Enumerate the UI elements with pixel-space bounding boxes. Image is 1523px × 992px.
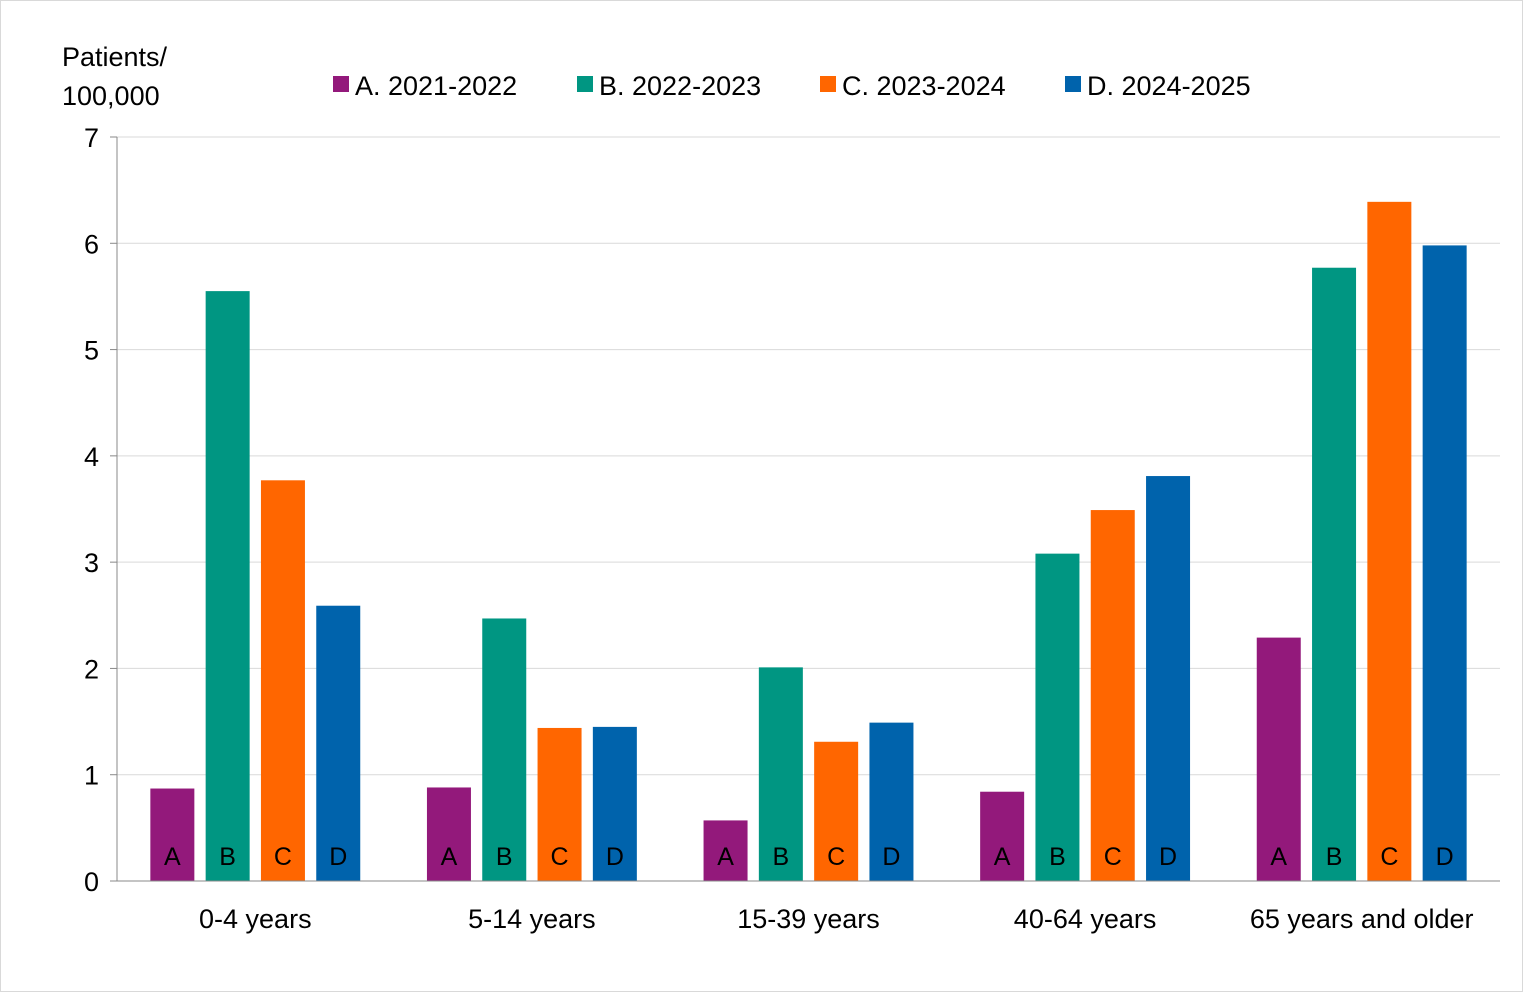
bar-letter-label: C — [274, 843, 292, 871]
bar-letter-label: D — [882, 843, 900, 871]
axes: 0 1 2 3 4 5 6 7 0-4 years 5-14 years 15-39 years 40… — [84, 123, 1500, 934]
bar-letter-label: A — [164, 843, 181, 871]
bar-letter-label: D — [1436, 843, 1454, 871]
bar-d — [592, 726, 637, 881]
bar-c — [1090, 510, 1135, 881]
bar-letter-label: D — [1159, 843, 1177, 871]
legend-swatch-b — [577, 76, 593, 92]
legend-label-a: A. 2021-2022 — [355, 71, 517, 101]
x-category-label: 0-4 years — [199, 904, 312, 934]
bar-c — [1367, 201, 1412, 881]
bar-d — [1146, 476, 1191, 881]
y-tick-label: 3 — [84, 548, 99, 578]
bar-letter-label: A — [994, 843, 1011, 871]
legend-label-d: D. 2024-2025 — [1087, 71, 1251, 101]
bar-a — [426, 787, 471, 881]
legend-swatch-a — [333, 76, 349, 92]
bar-letter-label: C — [827, 843, 845, 871]
bar-letter-label: D — [606, 843, 624, 871]
bar-b — [1312, 267, 1357, 881]
legend-label-c: C. 2023-2024 — [842, 71, 1006, 101]
y-tick-label: 7 — [84, 123, 99, 153]
bar-c — [537, 727, 582, 881]
bar-b — [758, 667, 803, 881]
legend-label-b: B. 2022-2023 — [599, 71, 761, 101]
bar-letter-label: C — [551, 843, 569, 871]
bar-b — [482, 618, 527, 881]
bar-d — [869, 722, 914, 881]
x-category-label: 65 years and older — [1250, 904, 1474, 934]
legend: A. 2021-2022 B. 2022-2023 C. 2023-2024 D. 2… — [333, 71, 1251, 101]
bar-letter-label: B — [496, 843, 513, 871]
y-axis-label-line-1: Patients/ — [62, 42, 168, 72]
bar-letter-label: A — [717, 843, 734, 871]
x-category-label: 15-39 years — [737, 904, 880, 934]
bar-letter-label: B — [773, 843, 790, 871]
bar-d — [1422, 245, 1467, 881]
y-tick-label: 0 — [84, 867, 99, 897]
y-tick-label: 5 — [84, 336, 99, 366]
y-axis-label-line-2: 100,000 — [62, 81, 160, 111]
bar-letter-label: D — [329, 843, 347, 871]
bar-c — [260, 480, 305, 881]
y-tick-label: 2 — [84, 654, 99, 684]
bar-a — [1256, 637, 1301, 881]
bar-letter-label: A — [441, 843, 458, 871]
legend-swatch-c — [820, 76, 836, 92]
bar-letter-label: B — [219, 843, 236, 871]
bar-c — [814, 741, 859, 881]
bar-b — [1035, 553, 1080, 881]
bar-letter-label: A — [1270, 843, 1287, 871]
bar-letter-label: B — [1049, 843, 1066, 871]
bar-letter-label: B — [1326, 843, 1343, 871]
bar-d — [316, 605, 361, 881]
bar-letter-label: C — [1380, 843, 1398, 871]
x-category-label: 5-14 years — [468, 904, 596, 934]
bar-letter-label: C — [1104, 843, 1122, 871]
bar-b — [205, 291, 250, 882]
x-category-label: 40-64 years — [1014, 904, 1157, 934]
legend-swatch-d — [1065, 76, 1081, 92]
y-tick-label: 4 — [84, 442, 99, 472]
y-tick-label: 6 — [84, 229, 99, 259]
bar-a — [703, 820, 748, 881]
bar-a — [980, 791, 1025, 881]
bar-a — [150, 788, 195, 881]
y-tick-label: 1 — [84, 761, 99, 791]
